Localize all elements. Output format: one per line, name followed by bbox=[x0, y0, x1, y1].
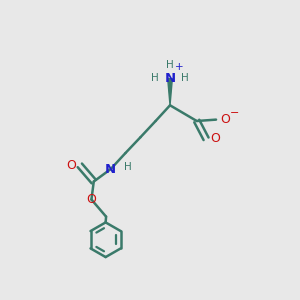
Text: +: + bbox=[175, 62, 183, 72]
Text: H: H bbox=[166, 60, 174, 70]
Text: N: N bbox=[164, 72, 175, 85]
Text: O: O bbox=[220, 113, 230, 126]
Text: O: O bbox=[86, 193, 96, 206]
Text: H: H bbox=[151, 73, 159, 83]
Text: H: H bbox=[124, 162, 132, 172]
Text: N: N bbox=[105, 163, 116, 176]
Polygon shape bbox=[168, 79, 172, 105]
Text: H: H bbox=[181, 73, 189, 83]
Text: O: O bbox=[66, 159, 76, 172]
Text: −: − bbox=[230, 108, 239, 118]
Text: O: O bbox=[210, 132, 220, 145]
